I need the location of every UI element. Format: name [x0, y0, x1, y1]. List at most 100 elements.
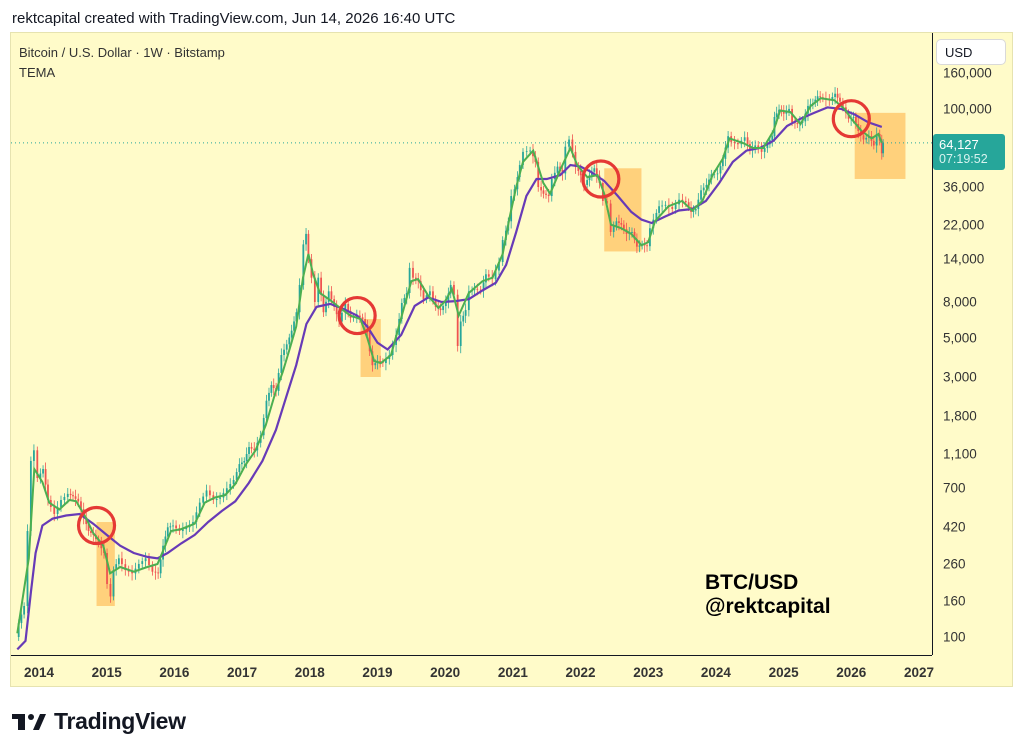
- time-tick-label: 2019: [362, 665, 393, 680]
- candle-body: [112, 570, 115, 597]
- candle-body: [671, 206, 674, 210]
- candle-body: [788, 108, 790, 112]
- symbol-title[interactable]: Bitcoin / U.S. Dollar · 1W · Bitstamp: [19, 45, 225, 60]
- price-chart-svg[interactable]: [11, 33, 932, 655]
- candle-body: [522, 151, 524, 166]
- candle-body: [694, 209, 697, 211]
- candle-body: [245, 454, 248, 461]
- candle-body: [198, 502, 201, 513]
- last-price-badge[interactable]: 64,127 07:19:52: [933, 133, 1005, 170]
- price-axis[interactable]: [932, 33, 1014, 655]
- tema-slow-line: [16, 106, 883, 651]
- candle-body: [414, 277, 417, 280]
- candle-body: [144, 558, 147, 562]
- plot-area[interactable]: Bitcoin / U.S. Dollar · 1W · Bitstamp TE…: [11, 33, 932, 655]
- candle-body: [646, 245, 648, 247]
- candle-body: [737, 143, 739, 145]
- candle-body: [419, 281, 422, 291]
- cycle-circle: [831, 99, 871, 139]
- cycle-circles-layer: [76, 99, 871, 546]
- cycle-circle: [337, 295, 377, 336]
- candle-body: [202, 496, 205, 503]
- candle-body: [262, 417, 265, 436]
- price-tick-label: 160: [943, 593, 966, 609]
- candle-body: [875, 134, 878, 146]
- candle-body: [880, 140, 883, 154]
- time-tick-label: 2021: [497, 665, 528, 680]
- candle-body: [322, 294, 325, 313]
- candle-body: [453, 284, 455, 295]
- currency-selector[interactable]: USD: [936, 39, 1006, 65]
- candle-body: [766, 144, 769, 149]
- candle-body: [36, 450, 39, 479]
- candle-body: [302, 244, 305, 285]
- candle-body: [87, 524, 90, 532]
- candle-body: [42, 469, 44, 474]
- time-tick-label: 2022: [565, 665, 596, 680]
- candle-body: [618, 221, 620, 223]
- tradingview-logo-icon: [12, 713, 46, 730]
- chart-watermark: BTC/USD @rektcapital: [705, 571, 831, 619]
- candle-body: [313, 277, 316, 303]
- candle-body: [157, 572, 160, 574]
- candle-body: [215, 498, 218, 501]
- candle-body: [283, 349, 285, 355]
- candle-body: [295, 312, 298, 322]
- candle-body: [462, 315, 465, 322]
- time-tick-label: 2024: [700, 665, 731, 680]
- candle-body: [209, 490, 211, 496]
- watermark-handle: @rektcapital: [705, 595, 831, 618]
- candle-body: [344, 303, 347, 313]
- price-tick-label: 8,000: [943, 294, 977, 310]
- candle-body: [831, 96, 834, 101]
- candle-body: [100, 543, 103, 549]
- price-tick-label: 36,000: [943, 179, 985, 195]
- candle-body: [702, 187, 705, 191]
- candle-body: [872, 140, 875, 146]
- time-tick-label: 2023: [633, 665, 664, 680]
- candle-body: [137, 563, 140, 569]
- candle-body: [816, 96, 819, 100]
- price-tick-label: 22,000: [943, 217, 985, 233]
- candle-body: [658, 206, 660, 213]
- last-price-value: 64,127: [939, 136, 979, 152]
- price-tick-label: 1,100: [943, 446, 977, 462]
- candle-body: [115, 564, 118, 571]
- cycle-circle: [76, 505, 117, 546]
- candle-body: [241, 462, 243, 465]
- candle-body: [716, 173, 719, 175]
- candle-body: [131, 571, 133, 574]
- candle-body: [109, 584, 112, 597]
- candle-body: [219, 497, 221, 499]
- candle-body: [540, 187, 543, 191]
- candle-body: [181, 529, 184, 532]
- candle-body: [782, 111, 785, 114]
- candle-body: [532, 150, 534, 157]
- candle-body: [692, 210, 695, 212]
- chart-frame[interactable]: Bitcoin / U.S. Dollar · 1W · Bitstamp TE…: [10, 32, 1013, 687]
- candle-body: [66, 493, 69, 497]
- candle-body: [700, 190, 702, 200]
- candle-body: [349, 310, 352, 318]
- time-axis[interactable]: [11, 655, 932, 688]
- candle-body: [620, 222, 623, 225]
- candle-body: [529, 150, 532, 152]
- candle-body: [74, 496, 77, 499]
- price-tick-label: 14,000: [943, 251, 985, 267]
- footer-logo[interactable]: TradingView: [12, 708, 186, 735]
- price-tick-label: 260: [943, 556, 966, 572]
- candle-body: [429, 291, 431, 296]
- candle-body: [408, 267, 411, 294]
- candle-body: [836, 93, 839, 98]
- candle-body: [432, 291, 434, 300]
- candle-body: [571, 139, 574, 152]
- candle-body: [459, 321, 462, 346]
- candle-body: [185, 527, 188, 530]
- candle-body: [485, 274, 487, 283]
- indicator-label[interactable]: TEMA: [19, 65, 56, 80]
- candle-body: [148, 558, 150, 565]
- candle-body: [595, 168, 598, 176]
- candle-body: [785, 111, 788, 114]
- candle-body: [719, 166, 722, 174]
- candle-body: [23, 606, 26, 615]
